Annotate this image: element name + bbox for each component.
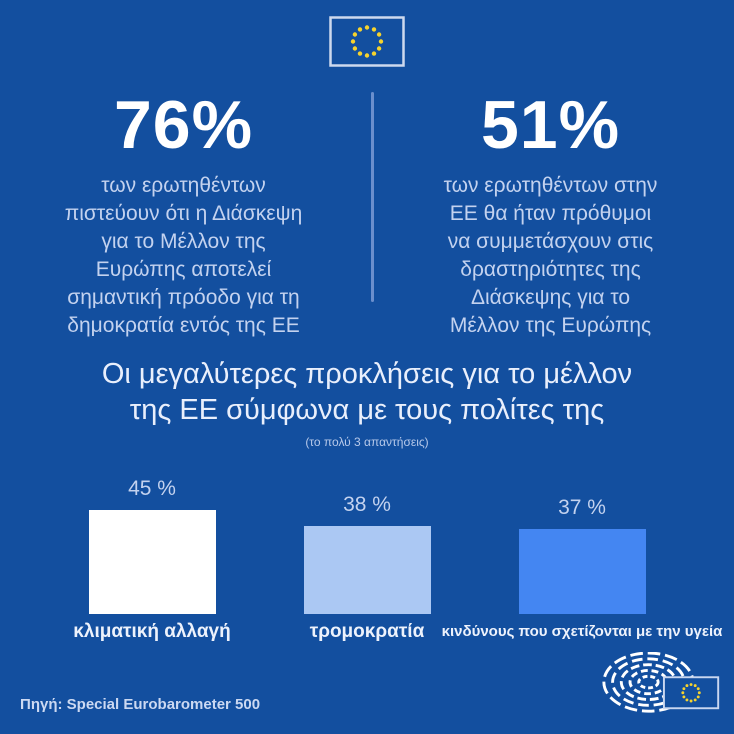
chart-title-block: Οι μεγαλύτερες προκλήσεις για το μέλλον … <box>0 356 734 449</box>
bar <box>303 526 431 614</box>
bar-value-label: 45 % <box>128 477 176 500</box>
bar-value-label: 38 % <box>343 493 391 516</box>
stat-willing-participate: 51% των ερωτηθέντων στην ΕΕ θα ήταν πρόθ… <box>367 90 734 340</box>
bar <box>518 529 646 614</box>
bar-category-label: κλιματική αλλαγή <box>73 621 231 642</box>
bar-value-label: 37 % <box>558 496 606 519</box>
source-text: Πηγή: Special Eurobarometer 500 <box>20 696 261 713</box>
european-parliament-logo <box>602 652 720 713</box>
bar-category-label: κινδύνους που σχετίζονται με την υγεία <box>441 623 723 640</box>
bar-category-label: τρομοκρατία <box>309 621 425 642</box>
chart-subtitle: (το πολύ 3 απαντήσεις) <box>305 435 429 449</box>
bar-group: 37 % κινδύνους που σχετίζονται με την υγ… <box>442 496 723 647</box>
vertical-divider <box>371 92 374 302</box>
bar <box>88 510 216 614</box>
stat-conference-progress: 76% των ερωτηθέντων πιστεύουν ότι η Διάσ… <box>0 90 367 340</box>
chart-title: Οι μεγαλύτερες προκλήσεις για το μέλλον … <box>101 358 633 426</box>
bar-chart: 45 % κλιματική αλλαγή 38 % τρομοκρατία 3… <box>0 477 734 647</box>
stat-description: των ερωτηθέντων πιστεύουν ότι η Διάσκεψη… <box>64 174 303 337</box>
bar-group: 38 % τρομοκρατία <box>303 493 431 647</box>
stats-row: 76% των ερωτηθέντων πιστεύουν ότι η Διάσ… <box>0 90 734 340</box>
bar-group: 45 % κλιματική αλλαγή <box>73 477 230 647</box>
stat-value: 76% <box>113 87 254 163</box>
stat-description: των ερωτηθέντων στην ΕΕ θα ήταν πρόθυμοι… <box>443 174 658 337</box>
stat-value: 51% <box>480 87 621 163</box>
eu-flag-icon <box>329 16 405 67</box>
